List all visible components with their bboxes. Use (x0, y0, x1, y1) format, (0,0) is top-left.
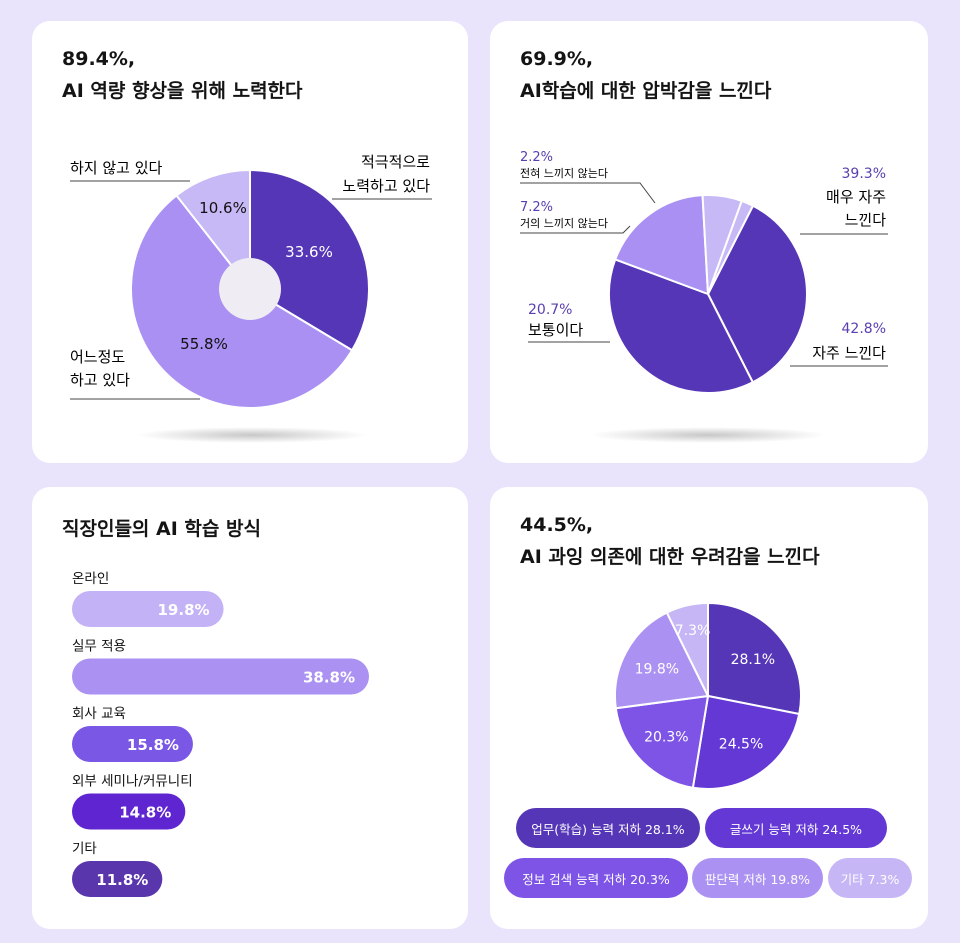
bar-3 (72, 793, 186, 830)
effort-donut-chart: 33.6% 55.8% 10.6% 적극적으로 노력하고 있다 하지 않고 있다… (70, 153, 432, 443)
bar-category-label-0: 온라인 (72, 571, 109, 587)
bar-value-label-3: 14.8% (119, 804, 171, 822)
callout-some-line1: 어느정도 (70, 348, 125, 366)
bar-category-label-3: 외부 세미나/커뮤니티 (72, 774, 193, 790)
bar-category-label-2: 회사 교육 (72, 706, 126, 722)
title-text: AI 과잉 의존에 대한 우려감을 느낀다 (520, 546, 820, 568)
overdependence-slice-2 (614, 694, 710, 789)
title-text: AI 역량 향상을 위해 노력한다 (62, 80, 303, 102)
bar-category-label-4: 기타 (72, 841, 97, 857)
ai-effort-card: 89.4%, AI 역량 향상을 위해 노력한다 33.6% 55.8% 10.… (32, 21, 468, 463)
donut-hole (219, 258, 281, 320)
callout-line-rarely (520, 225, 631, 234)
overdependence-value-label-1: 24.5% (719, 737, 763, 753)
bar-value-label-4: 11.8% (96, 871, 148, 889)
slice-label-none: 10.6% (199, 199, 247, 217)
legend-pill-work: 업무(학습) 능력 저하 28.1% (516, 808, 700, 848)
effort-slice-2 (175, 168, 251, 292)
card-title: 89.4%, AI 역량 향상을 위해 노력한다 (62, 43, 303, 107)
pressure-slice-1 (608, 258, 755, 394)
title-text: 직장인들의 AI 학습 방식 (62, 518, 261, 540)
callout-never-pct: 2.2% (520, 150, 553, 165)
callout-often: 자주 느낀다 (812, 344, 886, 362)
callout-very-often-pct: 39.3% (842, 166, 886, 182)
callout-never: 전혀 느끼지 않는다 (520, 167, 608, 180)
pressure-pie-chart: 39.3% 매우 자주 느낀다 42.8% 자주 느낀다 20.7% 보통이다 … (520, 150, 888, 443)
overdependence-slice-4 (665, 601, 709, 697)
overdependence-slice-3 (614, 611, 710, 710)
pressure-slice-4 (707, 199, 755, 295)
callout-normal: 보통이다 (528, 321, 583, 339)
overdependence-value-label-3: 19.8% (635, 662, 679, 678)
legend-pill-judgment: 판단력 저하 19.8% (692, 858, 823, 898)
card-title: 직장인들의 AI 학습 방식 (62, 513, 261, 545)
bar-1 (72, 658, 369, 695)
legend-pill-etc: 기타 7.3% (828, 858, 912, 898)
title-text: AI학습에 대한 압박감을 느낀다 (520, 80, 772, 102)
card-title: 69.9%, AI학습에 대한 압박감을 느낀다 (520, 43, 771, 107)
legend-pill-search: 정보 검색 능력 저하 20.3% (504, 858, 688, 898)
bar-category-label-1: 실무 적용 (72, 639, 126, 655)
effort-slice-0 (249, 168, 370, 352)
callout-line-never (520, 182, 656, 204)
bar-4 (72, 861, 163, 897)
callout-some-line2: 하고 있다 (70, 371, 130, 389)
legend-pill-writing: 글쓰기 능력 저하 24.5% (705, 808, 887, 848)
ai-pressure-card: 69.9%, AI학습에 대한 압박감을 느낀다 39.3% 매우 자주 느낀다… (490, 21, 928, 463)
title-percent: 89.4%, (62, 48, 136, 70)
callout-rarely: 거의 느끼지 않는다 (520, 217, 608, 230)
bar-value-label-2: 15.8% (127, 736, 179, 754)
ai-overdependence-card: 44.5%, AI 과잉 의존에 대한 우려감을 느낀다 28.1% 24.5% 2… (490, 487, 928, 929)
ai-learning-method-card: 직장인들의 AI 학습 방식 온라인 19.8% 실무 적용 38.8% 회사 교육 15… (32, 487, 468, 929)
pressure-slice-2 (613, 194, 710, 296)
overdependence-value-label-0: 28.1% (731, 652, 775, 668)
chart-shadow (590, 427, 826, 443)
bar-value-label-0: 19.8% (158, 601, 210, 619)
callout-very-often-line2: 느낀다 (845, 211, 887, 229)
title-percent: 69.9%, (520, 48, 594, 70)
slice-label-active: 33.6% (285, 243, 333, 261)
overdependence-slice-0 (707, 601, 802, 716)
pressure-slice-0 (706, 204, 808, 384)
overdependence-pie-chart: 28.1% 24.5% 20.3% 19.8% 7.3% (614, 601, 802, 790)
title-percent: 44.5%, (520, 514, 594, 536)
overdependence-value-label-2: 20.3% (644, 729, 688, 745)
callout-normal-pct: 20.7% (528, 302, 572, 318)
bar-value-label-1: 38.8% (303, 669, 355, 687)
chart-shadow (137, 427, 367, 443)
bar-2 (72, 726, 193, 762)
slice-label-some: 55.8% (180, 335, 228, 353)
callout-none: 하지 않고 있다 (70, 159, 163, 177)
callout-often-pct: 42.8% (842, 321, 886, 337)
callout-active-line1: 적극적으로 (361, 153, 430, 171)
bar-0 (72, 591, 224, 627)
overdependence-slice-1 (691, 694, 801, 790)
callout-rarely-pct: 7.2% (520, 200, 553, 215)
callout-active-line2: 노력하고 있다 (342, 177, 430, 195)
callout-very-often-line1: 매우 자주 (826, 188, 886, 206)
card-title: 44.5%, AI 과잉 의존에 대한 우려감을 느낀다 (520, 509, 820, 573)
overdependence-value-label-4: 7.3% (675, 623, 711, 639)
